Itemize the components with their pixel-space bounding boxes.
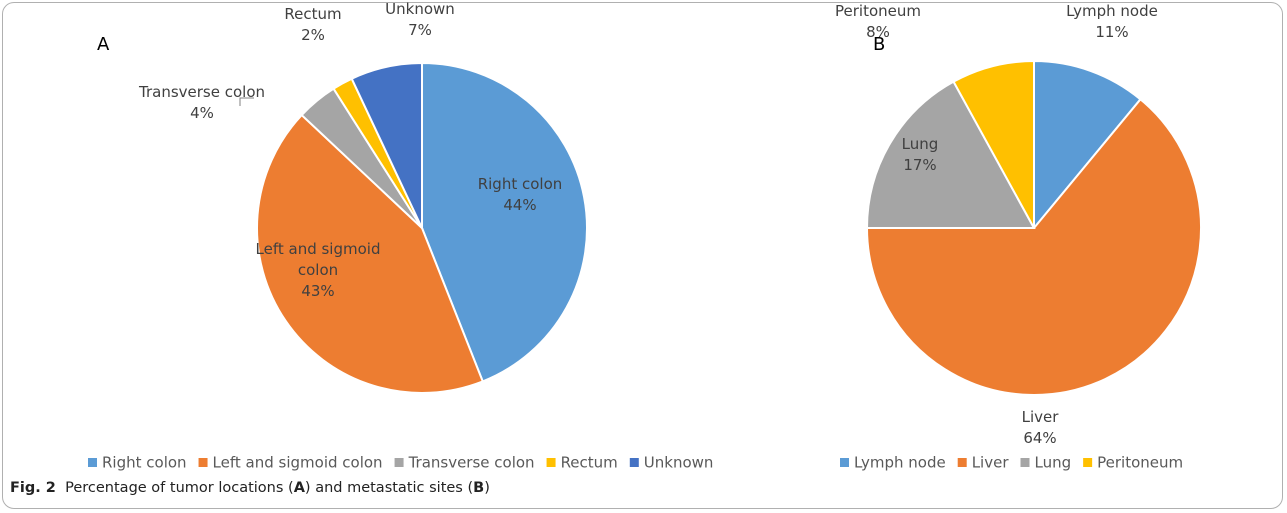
data-label-name: Unknown [385, 0, 455, 18]
caption: Fig. 2 Percentage of tumor locations (A)… [10, 480, 490, 496]
data-label-name: Right colon [477, 175, 563, 193]
pie-slice [421, 61, 588, 383]
legend-swatch [546, 458, 556, 467]
data-label: Lung 17% [870, 120, 970, 190]
caption-part: B [473, 480, 485, 496]
data-label-value: 44% [503, 196, 537, 214]
pie-slice [865, 97, 1202, 396]
data-label-box: Liver 64% [980, 393, 1100, 463]
data-label-name: Rectum [284, 5, 342, 23]
data-label-value: 4% [190, 104, 214, 122]
data-label-name: Liver [1021, 408, 1059, 426]
legend-swatch [198, 458, 208, 467]
panel-label: B [873, 34, 885, 55]
data-label-value: 7% [408, 21, 432, 39]
leader-line [239, 97, 254, 106]
legend-swatch [1020, 458, 1030, 467]
panel-label: A [97, 34, 110, 55]
chart: A Right colon 44% Left and sigmoid colon 43%… [88, 0, 1202, 472]
data-label-box: Peritoneum 8% [818, 0, 938, 57]
data-label: Lymph node 11% [1052, 0, 1172, 57]
caption-label: Fig. 2 [10, 480, 56, 496]
data-label-value: 17% [903, 156, 937, 174]
data-label-name: Lung [901, 135, 939, 153]
legend-label: Unknown [644, 454, 714, 472]
pie-slice [952, 59, 1035, 229]
legend-label: Lung [1035, 454, 1072, 472]
caption-part: Percentage of tumor locations ( [65, 480, 294, 496]
pie-slice [865, 80, 1036, 229]
data-label-box: Lymph node 11% [1052, 0, 1172, 57]
data-label: Rectum 2% [263, 0, 363, 60]
legend-label: Lymph node [854, 454, 946, 472]
pie-slice [350, 61, 423, 229]
caption-part: ) [484, 480, 490, 496]
legend-swatch [957, 458, 967, 467]
legend-label: Liver [972, 454, 1010, 472]
data-label-box: Lung 17% [870, 120, 970, 190]
legend-label: Peritoneum [1097, 454, 1183, 472]
data-label-box: Right colon 44% [440, 160, 600, 230]
legend-swatch [394, 458, 404, 467]
data-label-name: Transverse colon [139, 83, 265, 101]
legend-swatch [88, 458, 97, 467]
caption-part: A [293, 480, 305, 496]
data-label-value: 43% [301, 281, 335, 300]
pie-slice [256, 113, 485, 394]
data-label-value: 11% [1095, 23, 1129, 41]
data-label: Right colon 44% [440, 160, 600, 230]
data-label-name: Left and sigmoid colon [255, 239, 381, 279]
legend-label: Transverse colon [408, 454, 535, 472]
data-label-box: Left and sigmoid colon 43% [253, 235, 383, 305]
data-label: Unknown 7% [370, 0, 470, 55]
data-label: Peritoneum 8% [818, 0, 938, 57]
data-label: Transverse colon 4% [122, 68, 282, 138]
data-label: Liver 64% [980, 393, 1100, 463]
data-label-name: Lymph node [1066, 2, 1158, 20]
legend-label: Rectum [561, 454, 618, 472]
legend-swatch [1083, 458, 1093, 467]
legend-swatch [629, 458, 639, 467]
data-label-box: Unknown 7% [370, 0, 470, 55]
legend-label: Right colon [102, 454, 187, 472]
legend-swatch [840, 458, 849, 467]
caption-part: ) and metastatic sites ( [304, 480, 474, 496]
legend-label: Left and sigmoid colon [213, 454, 383, 472]
data-label-value: 64% [1023, 429, 1057, 447]
data-label-box: Transverse colon 4% [122, 68, 282, 138]
data-label: Left and sigmoid colon 43% [253, 235, 383, 305]
data-label-box: Rectum 2% [263, 0, 363, 60]
pie-slice [1033, 59, 1142, 231]
data-label-value: 8% [866, 23, 890, 41]
data-label-name: Peritoneum [835, 2, 921, 20]
data-label-value: 2% [301, 26, 325, 44]
